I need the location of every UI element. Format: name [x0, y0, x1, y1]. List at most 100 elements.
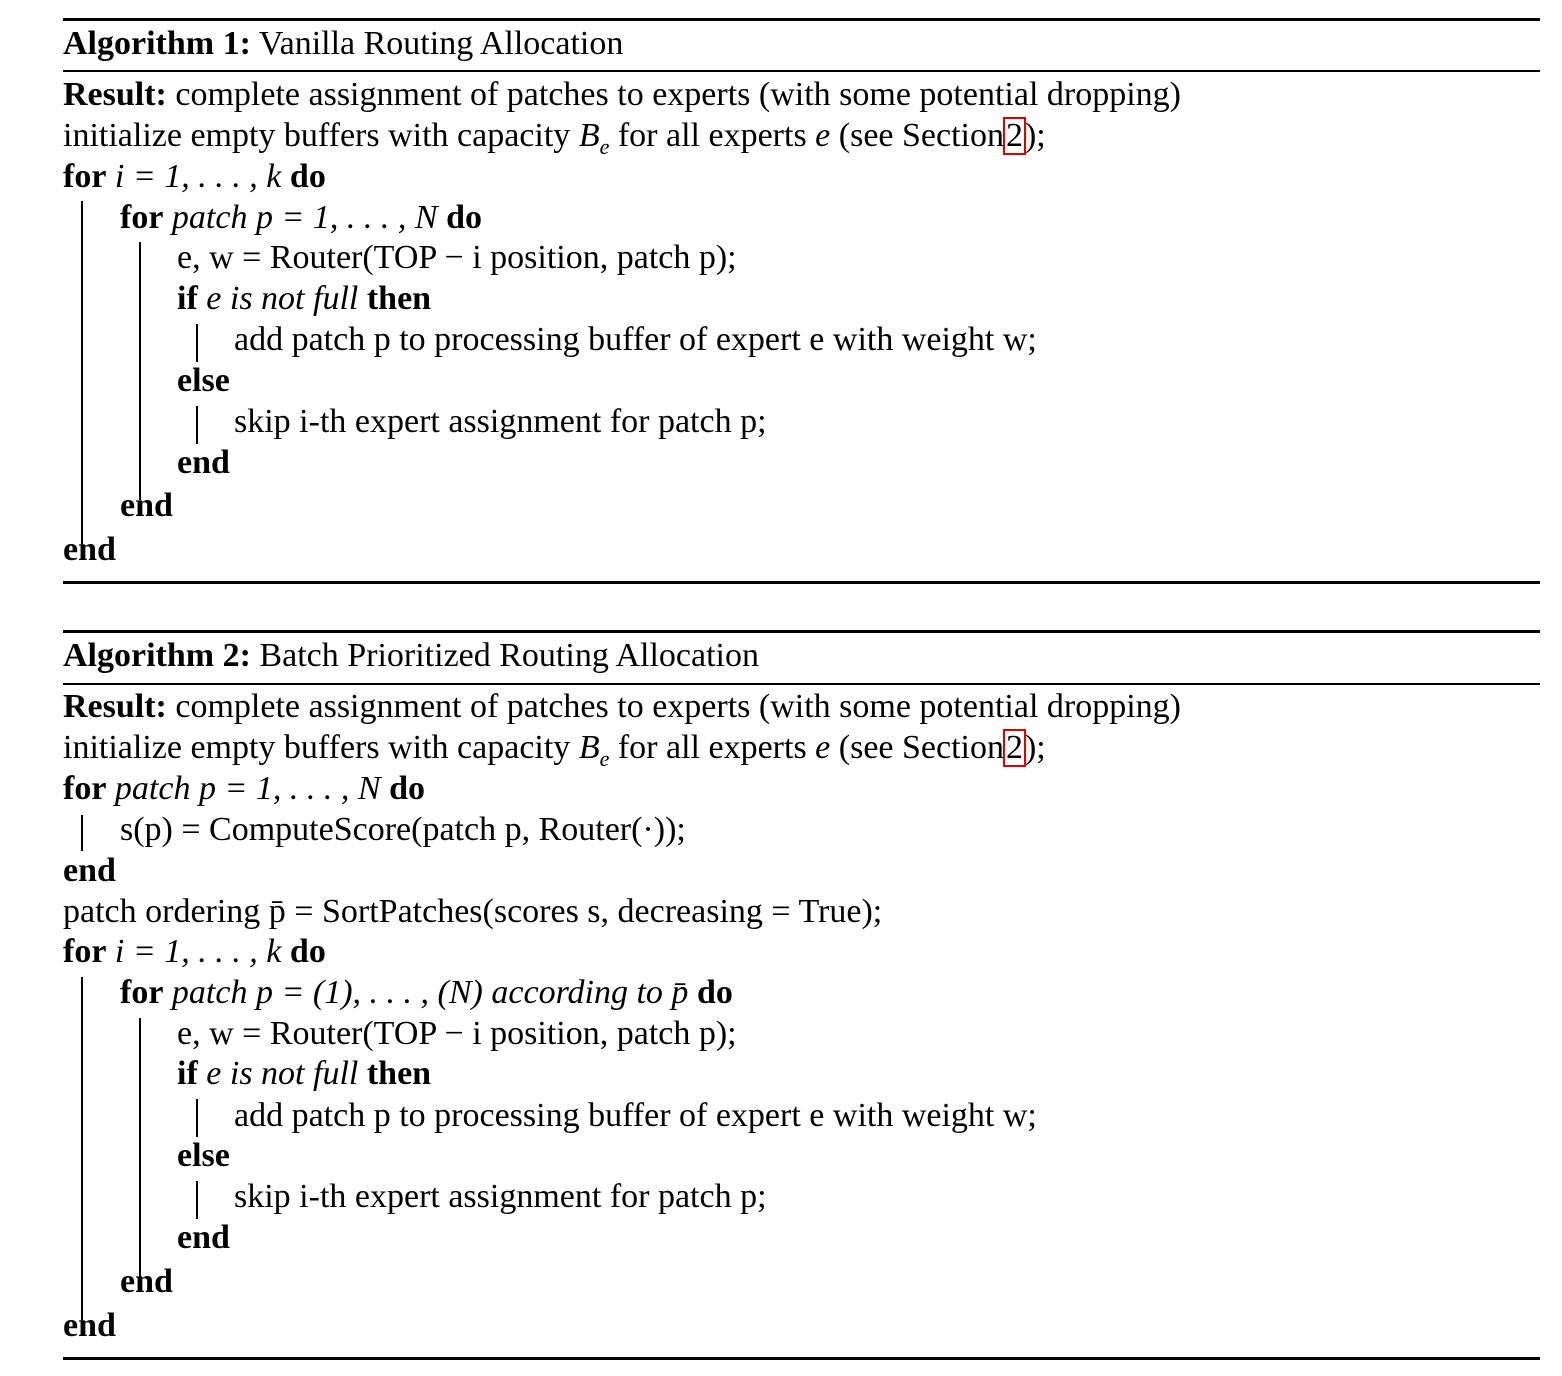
- capacity-symbol: B: [578, 117, 600, 154]
- expert-variable: e: [815, 117, 831, 154]
- end-outer-line: end: [63, 1306, 116, 1346]
- if-condition: e is not full: [206, 1055, 359, 1092]
- result-label: Result:: [63, 76, 167, 113]
- keyword-end: end: [177, 444, 230, 481]
- for-score-line: for patch p = 1, . . . , N do: [63, 769, 425, 809]
- keyword-for: for: [120, 199, 164, 236]
- algorithm-2-box: Algorithm 2: Batch Prioritized Routing A…: [63, 630, 1540, 1360]
- router-line: e, w = Router(TOP − i position, patch p)…: [177, 238, 737, 278]
- loop-expression: p = 1, . . . , N: [198, 770, 381, 807]
- keyword-do: do: [289, 933, 326, 970]
- section-reference-text: (see Section: [838, 117, 1004, 154]
- sort-line: patch ordering p̄ = SortPatches(scores s…: [63, 892, 882, 932]
- for-inner-line: for patch p = 1, . . . , N do: [120, 198, 482, 238]
- for-outer-line: for i = 1, . . . , k do: [63, 157, 326, 197]
- keyword-end: end: [177, 1219, 230, 1256]
- init-end: );: [1024, 117, 1046, 154]
- keyword-then: then: [366, 1055, 432, 1092]
- else-bar: [196, 1181, 198, 1219]
- section-reference-link[interactable]: 2: [1002, 729, 1026, 767]
- init-text: initialize empty buffers with capacity: [63, 117, 571, 154]
- loop-expression: i = 1, . . . , k: [114, 158, 282, 195]
- add-line: add patch p to processing buffer of expe…: [234, 320, 1037, 360]
- init-text: initialize empty buffers with capacity: [63, 729, 571, 766]
- result-line: Result: complete assignment of patches t…: [63, 687, 1181, 727]
- algorithm-name: Batch Prioritized Routing Allocation: [259, 637, 759, 674]
- init-text-mid: for all experts: [617, 117, 807, 154]
- bottom-rule: [63, 1357, 1540, 1360]
- end-inner-line: end: [120, 1262, 173, 1302]
- router-line: e, w = Router(TOP − i position, patch p)…: [177, 1014, 737, 1054]
- algorithm-title: Algorithm 1: Vanilla Routing Allocation: [63, 24, 623, 64]
- keyword-else: else: [177, 1137, 230, 1174]
- loop-expression: p = 1, . . . , N: [255, 199, 438, 236]
- bottom-rule: [63, 581, 1540, 584]
- loop-expression: i = 1, . . . , k: [114, 933, 282, 970]
- end-inner-line: end: [120, 486, 173, 526]
- capacity-symbol: B: [578, 729, 600, 766]
- result-text: complete assignment of patches to expert…: [175, 688, 1181, 725]
- expert-variable: e: [815, 729, 831, 766]
- section-reference-link[interactable]: 2: [1002, 117, 1026, 155]
- else-line: else: [177, 1136, 230, 1176]
- title-rule: [63, 70, 1540, 72]
- algorithm-label: Algorithm 2:: [63, 637, 251, 674]
- inner-loop-bar: [139, 242, 141, 500]
- add-statement: add patch p to processing buffer of expe…: [234, 321, 1037, 358]
- keyword-do: do: [389, 770, 426, 807]
- loop-condition: patch: [171, 199, 248, 236]
- for-inner-line: for patch p = (1), . . . , (N) according…: [120, 973, 733, 1013]
- router-statement: e, w = Router(TOP − i position, patch p)…: [177, 239, 737, 276]
- init-line: initialize empty buffers with capacity B…: [63, 728, 1046, 779]
- keyword-end: end: [63, 1307, 116, 1344]
- if-line: if e is not full then: [177, 1054, 431, 1094]
- keyword-do: do: [446, 199, 483, 236]
- keyword-if: if: [177, 280, 198, 317]
- end-score-line: end: [63, 851, 116, 891]
- init-line: initialize empty buffers with capacity B…: [63, 116, 1046, 167]
- outer-loop-bar: [81, 201, 83, 546]
- keyword-for: for: [63, 933, 107, 970]
- skip-statement: skip i-th expert assignment for patch p;: [234, 403, 767, 440]
- skip-statement: skip i-th expert assignment for patch p;: [234, 1178, 767, 1215]
- top-rule: [63, 18, 1540, 21]
- for-outer-line: for i = 1, . . . , k do: [63, 932, 326, 972]
- init-end: );: [1024, 729, 1046, 766]
- else-bar: [196, 406, 198, 444]
- if-line: if e is not full then: [177, 279, 431, 319]
- init-text-mid: for all experts: [617, 729, 807, 766]
- algorithm-title: Algorithm 2: Batch Prioritized Routing A…: [63, 636, 759, 676]
- inner-loop-bar: [139, 1018, 141, 1288]
- score-statement: s(p) = ComputeScore(patch p, Router(·));: [120, 811, 686, 848]
- capacity-subscript: e: [599, 133, 610, 159]
- algorithm-label: Algorithm 1:: [63, 25, 251, 62]
- sort-statement: patch ordering p̄ = SortPatches(scores s…: [63, 893, 883, 930]
- result-label: Result:: [63, 688, 167, 725]
- keyword-do: do: [696, 974, 733, 1011]
- else-line: else: [177, 361, 230, 401]
- skip-line: skip i-th expert assignment for patch p;: [234, 1177, 767, 1217]
- keyword-end: end: [63, 852, 116, 889]
- loop-expression: p = (1), . . . , (N): [255, 974, 483, 1011]
- router-statement: e, w = Router(TOP − i position, patch p)…: [177, 1015, 737, 1052]
- add-line: add patch p to processing buffer of expe…: [234, 1096, 1037, 1136]
- keyword-if: if: [177, 1055, 198, 1092]
- keyword-end: end: [120, 487, 173, 524]
- keyword-end: end: [63, 531, 116, 568]
- keyword-end: end: [120, 1263, 173, 1300]
- loop-condition: patch: [171, 974, 248, 1011]
- loop-ordering: according to p̄: [491, 974, 689, 1011]
- keyword-for: for: [63, 770, 107, 807]
- skip-line: skip i-th expert assignment for patch p;: [234, 402, 767, 442]
- section-reference-text: (see Section: [838, 729, 1004, 766]
- algorithm-name: Vanilla Routing Allocation: [258, 25, 624, 62]
- score-loop-bar: [81, 815, 83, 851]
- keyword-do: do: [289, 158, 326, 195]
- keyword-for: for: [63, 158, 107, 195]
- outer-loop-bar: [81, 977, 83, 1335]
- then-bar: [196, 1099, 198, 1137]
- keyword-else: else: [177, 362, 230, 399]
- capacity-subscript: e: [599, 745, 610, 771]
- add-statement: add patch p to processing buffer of expe…: [234, 1097, 1037, 1134]
- end-outer-line: end: [63, 530, 116, 570]
